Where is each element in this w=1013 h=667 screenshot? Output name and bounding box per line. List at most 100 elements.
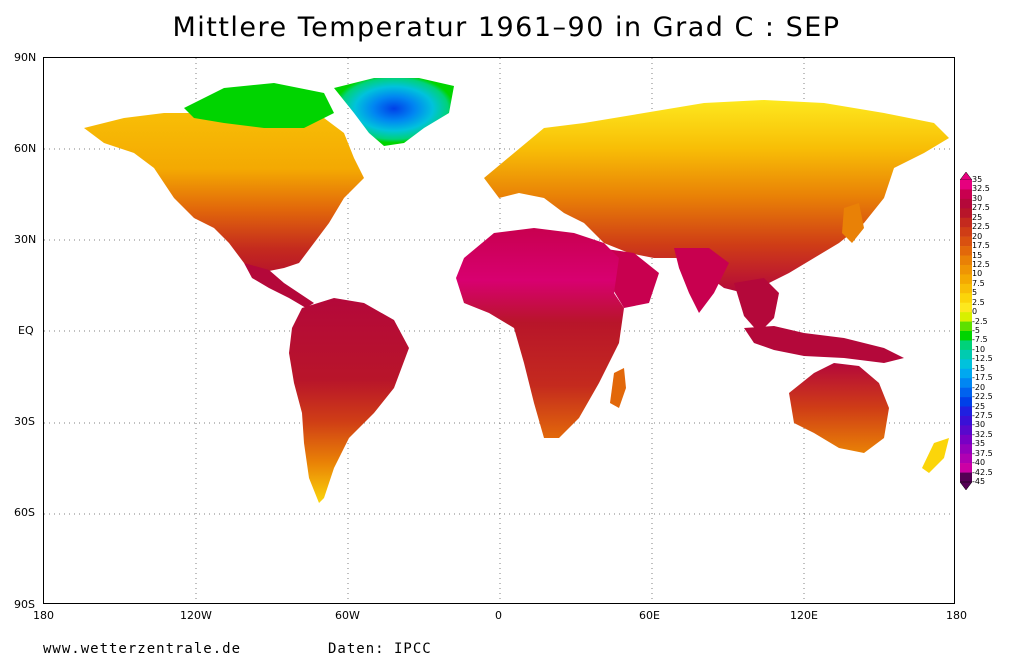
legend-label: -42.5	[972, 467, 993, 477]
legend-swatch	[960, 453, 972, 464]
legend-swatch	[960, 463, 972, 473]
legend-swatch	[960, 283, 972, 294]
southeast-asia	[734, 278, 779, 333]
indonesia	[744, 326, 904, 363]
lon-label-60w: 60W	[335, 609, 360, 622]
legend-swatch	[960, 340, 972, 351]
lon-label-60e: 60E	[639, 609, 660, 622]
legend-label: 27.5	[972, 203, 990, 213]
legend-label: 15	[972, 250, 983, 260]
legend-swatch	[960, 321, 972, 332]
legend-label: -35	[972, 439, 986, 449]
lat-label-90n: 90N	[14, 51, 37, 64]
legend-label: 20	[972, 231, 983, 241]
legend-label: -17.5	[972, 373, 993, 383]
lat-label-30s: 30S	[14, 415, 35, 428]
legend-swatch	[960, 189, 972, 200]
legend-swatch	[960, 444, 972, 454]
legend-swatch	[960, 227, 972, 237]
north-america	[84, 113, 364, 273]
legend-swatch	[960, 312, 972, 322]
legend-swatch	[960, 331, 972, 341]
madagascar	[610, 368, 626, 408]
lat-label-60n: 60N	[14, 142, 37, 155]
footer-source: Daten: IPCC	[328, 641, 432, 657]
legend-label: -20	[972, 382, 986, 392]
legend-swatch	[960, 387, 972, 398]
legend-label: -27.5	[972, 410, 993, 420]
legend-label: 30	[972, 193, 983, 203]
legend-label: -15	[972, 363, 986, 373]
legend-label: -37.5	[972, 448, 993, 458]
legend-swatch	[960, 472, 972, 483]
lat-label-eq: EQ	[18, 324, 34, 337]
legend-swatch	[960, 406, 972, 417]
map-title: Mittlere Temperatur 1961–90 in Grad C : …	[172, 12, 841, 43]
lon-label-0: 0	[495, 609, 502, 622]
legend-label: 22.5	[972, 222, 990, 232]
legend-colorbar	[959, 171, 973, 491]
legend-label: -5	[972, 326, 980, 335]
lon-label-180e: 180	[946, 609, 967, 622]
legend-swatch	[960, 264, 972, 275]
legend-swatch	[960, 397, 972, 407]
legend-swatch	[960, 434, 972, 445]
legend-label: 12.5	[972, 259, 990, 269]
legend-label: -32.5	[972, 429, 993, 439]
world-temperature-map	[43, 57, 955, 604]
footer-website: www.wetterzentrale.de	[43, 641, 242, 657]
legend-label: -12.5	[972, 354, 993, 364]
new-zealand	[922, 438, 949, 473]
india	[674, 248, 729, 313]
greenland	[334, 78, 454, 146]
legend-swatch	[960, 236, 972, 247]
lon-label-180w: 180	[33, 609, 54, 622]
legend-swatch	[960, 208, 972, 219]
legend-swatch	[960, 217, 972, 228]
arctic-islands	[184, 83, 334, 128]
legend-swatch	[960, 274, 972, 285]
lat-label-30n: 30N	[14, 233, 37, 246]
legend-swatch	[960, 378, 972, 388]
legend-swatch	[960, 349, 972, 360]
legend-label: 7.5	[972, 278, 985, 288]
lon-label-120w: 120W	[180, 609, 212, 622]
legend-label: -30	[972, 420, 986, 430]
legend-label: 10	[972, 269, 983, 279]
eurasia	[484, 100, 949, 293]
legend-label: -25	[972, 401, 986, 411]
central-america	[244, 263, 314, 308]
legend-swatch	[960, 415, 972, 426]
africa	[456, 228, 624, 438]
legend-arrow-top	[959, 171, 973, 181]
australia	[789, 363, 889, 453]
legend-svg	[959, 171, 973, 491]
legend-swatch	[960, 180, 972, 190]
map-canvas	[44, 58, 954, 603]
legend-label: -10	[972, 344, 986, 354]
legend-label: -45	[972, 477, 986, 486]
legend-swatch	[960, 255, 972, 266]
legend-label: -2.5	[972, 316, 988, 326]
legend-swatch	[960, 359, 972, 370]
legend-swatch	[960, 425, 972, 436]
legend-label: 5	[972, 288, 978, 298]
legend-label: -22.5	[972, 392, 993, 402]
legend-swatch	[960, 302, 972, 313]
legend-swatch	[960, 198, 972, 209]
lat-label-60s: 60S	[14, 506, 35, 519]
legend-label: 2.5	[972, 297, 985, 307]
legend-label: 35	[972, 175, 983, 184]
legend-label: -7.5	[972, 335, 988, 345]
legend-swatch	[960, 368, 972, 379]
legend-label: 25	[972, 212, 983, 222]
legend-label: 0	[972, 307, 978, 317]
south-america	[289, 298, 409, 503]
lat-label-90s: 90S	[14, 598, 35, 611]
legend-label: 17.5	[972, 241, 990, 251]
japan	[842, 203, 864, 243]
legend-label: 32.5	[972, 184, 990, 194]
legend-arrow-bottom	[959, 481, 973, 491]
lon-label-120e: 120E	[790, 609, 818, 622]
legend-label: -40	[972, 458, 986, 468]
